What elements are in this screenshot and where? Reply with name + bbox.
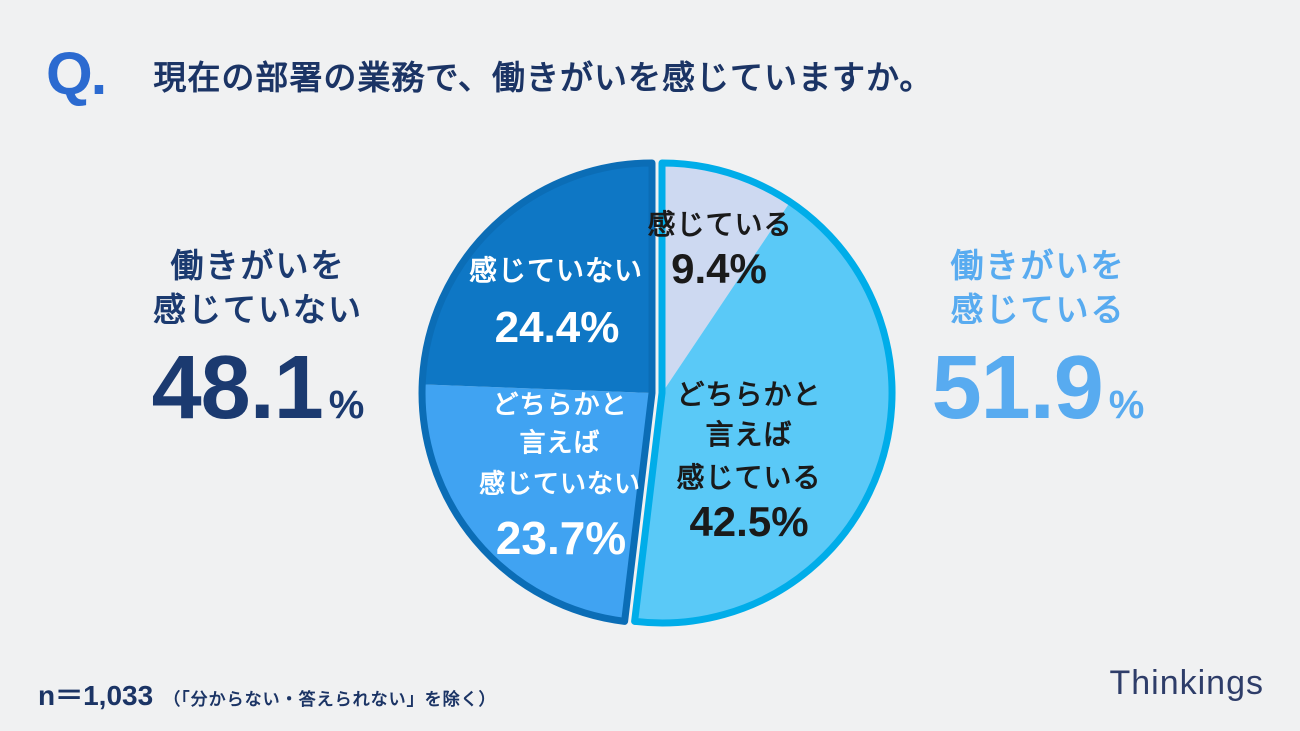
pie-label-not-feel: 感じていない xyxy=(468,255,644,286)
pie-segment-1 xyxy=(662,163,791,393)
summary-feeling-value: 51.9 xyxy=(931,338,1104,438)
summary-feeling: 働きがいを 感じている 51.9 % xyxy=(898,244,1178,434)
thinkings-logo: Thinkings xyxy=(1109,664,1264,702)
pie-label-somewhat-not-feel-line3: 感じていない xyxy=(478,468,642,499)
pie-pct-feel: 9.4% xyxy=(671,245,767,292)
pie-segment-2 xyxy=(634,201,892,623)
summary-feeling-line2: 感じている xyxy=(950,291,1126,328)
summary-feeling-unit: % xyxy=(1108,383,1145,427)
pie-chart-area: 感じている 9.4% どちらかと 言えば 感じている 42.5% どちらかと 言… xyxy=(397,133,917,653)
pie-label-somewhat-feel-line2: 言えば xyxy=(705,419,793,450)
summary-not-feeling-value: 48.1 xyxy=(151,338,324,438)
pie-segment-3 xyxy=(421,384,652,622)
summary-feeling-value-row: 51.9 % xyxy=(898,342,1178,434)
pie-half-outline-negative xyxy=(418,159,656,625)
pie-label-somewhat-feel-line1: どちらかと xyxy=(676,379,822,410)
pie-chart xyxy=(418,159,896,627)
pie-label-somewhat-feel-line3: 感じている xyxy=(676,462,822,493)
summary-feeling-line1: 働きがいを xyxy=(950,247,1126,284)
summary-not-feeling-unit: % xyxy=(328,383,365,427)
pie-half-positive xyxy=(631,159,896,627)
summary-not-feeling-line1: 働きがいを xyxy=(170,247,346,284)
pie-pct-not-feel: 24.4% xyxy=(494,303,620,352)
pie-segment-4 xyxy=(422,163,652,393)
summary-not-feeling-value-row: 48.1 % xyxy=(118,342,398,434)
summary-not-feeling-line2: 感じていない xyxy=(153,291,363,328)
pie-half-outline-positive xyxy=(631,159,896,627)
sample-size-note: （「分からない・答えられない」を除く） xyxy=(163,690,497,709)
pie-pct-somewhat-feel: 42.5% xyxy=(689,498,809,545)
header: Q. 現在の部署の業務で、働きがいを感じていますか。 xyxy=(46,42,933,106)
footer: n＝1,033 （「分からない・答えられない」を除く） xyxy=(38,674,497,714)
sample-size-label: n＝1,033 xyxy=(38,680,154,711)
summary-not-feeling: 働きがいを 感じていない 48.1 % xyxy=(118,244,398,434)
pie-half-negative xyxy=(418,159,656,625)
pie-label-feel: 感じている xyxy=(647,209,793,240)
pie-label-somewhat-not-feel-line1: どちらかと xyxy=(492,389,628,420)
question-mark-label: Q. xyxy=(46,40,107,107)
question-title: 現在の部署の業務で、働きがいを感じていますか。 xyxy=(153,59,934,96)
pie-label-somewhat-not-feel-line2: 言えば xyxy=(519,427,601,458)
pie-pct-somewhat-not-feel: 23.7% xyxy=(495,512,627,564)
